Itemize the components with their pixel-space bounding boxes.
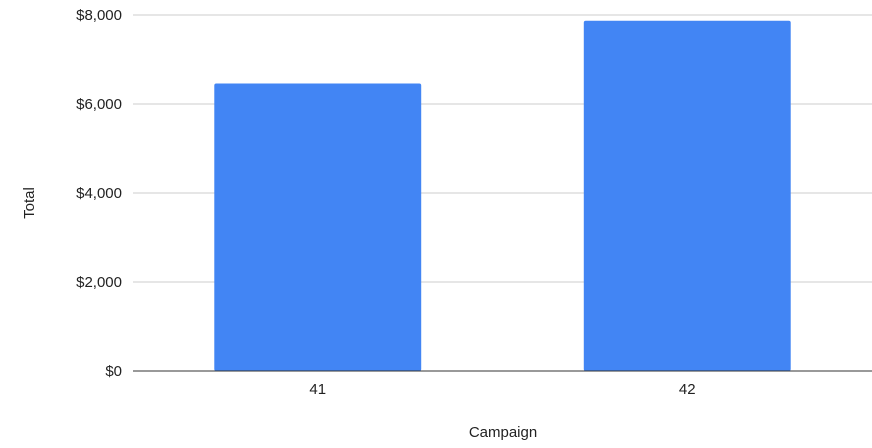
x-tick-labels: 41 42 [309,381,695,398]
bar-41 [214,83,422,371]
x-tick-label: 42 [679,381,696,398]
y-tick-label: $0 [105,363,122,380]
y-tick-labels: $0 $2,000 $4,000 $6,000 $8,000 [76,7,122,380]
x-tick-label: 41 [309,381,326,398]
bar-42 [583,20,791,371]
y-tick-label: $4,000 [76,185,122,202]
y-tick-label: $2,000 [76,274,122,291]
y-tick-label: $8,000 [76,7,122,24]
x-axis-title: Campaign [469,424,537,441]
y-axis-title: Total [21,187,38,219]
bars [214,20,791,371]
y-tick-label: $6,000 [76,96,122,113]
